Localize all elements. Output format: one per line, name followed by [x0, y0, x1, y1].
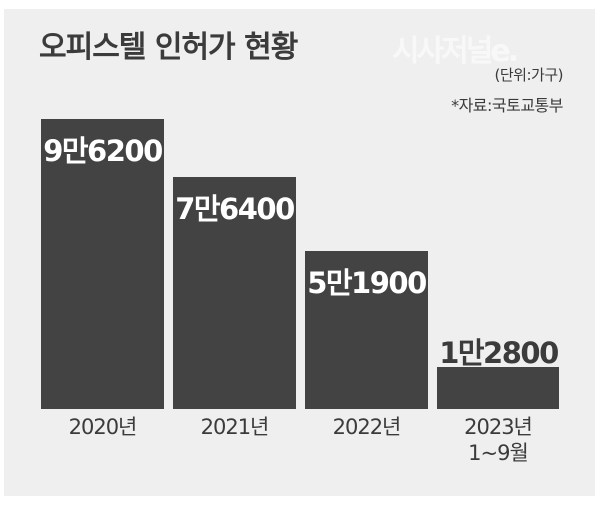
- x-label-2021: 2021년: [200, 415, 270, 439]
- bar-2023: [437, 367, 559, 409]
- source-note: *자료:국토교통부: [451, 96, 563, 115]
- x-sublabel-2023: 1~9월: [468, 441, 529, 465]
- x-label-2023: 2023년 1~9월: [437, 414, 559, 466]
- bar-value-2023: 1만2800: [439, 336, 559, 370]
- x-label-2022: 2022년: [332, 415, 402, 439]
- bar-2020: [41, 119, 164, 409]
- publisher-logo: 시사저널e.: [392, 34, 519, 69]
- bar-2022: [305, 251, 428, 409]
- unit-note: (단위:가구): [494, 66, 564, 84]
- bar-value-2021: 7만6400: [175, 192, 295, 226]
- bar-value-2022: 5만1900: [307, 266, 427, 300]
- bar-2021: [173, 177, 296, 409]
- chart-title: 오피스텔 인허가 현황: [39, 30, 298, 65]
- x-label-2020: 2020년: [68, 415, 138, 439]
- bar-value-2020: 9만6200: [43, 134, 163, 168]
